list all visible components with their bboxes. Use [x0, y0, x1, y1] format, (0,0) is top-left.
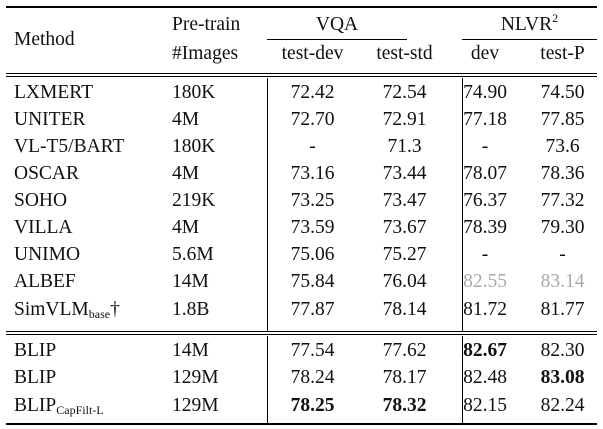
row-test-std: 78.14 — [382, 299, 427, 320]
header-nlvr: NLVR2 — [500, 11, 559, 35]
header-test-std: test-std — [376, 43, 433, 64]
row-images: 219K — [172, 190, 216, 211]
row-test-p: 83.08 — [540, 367, 585, 388]
row-test-dev: 77.87 — [290, 299, 335, 320]
row-images: 129M — [172, 395, 219, 416]
row-test-dev: 75.84 — [290, 271, 335, 292]
row-test-p: 82.24 — [540, 395, 585, 416]
row-test-std: 72.54 — [382, 82, 427, 103]
row-method: SOHO — [14, 190, 68, 211]
row-method: BLIP — [14, 340, 57, 361]
header-rule-2 — [6, 76, 597, 77]
row-test-std: 78.17 — [382, 367, 427, 388]
group-rule — [6, 331, 597, 332]
row-method: UNIMO — [14, 244, 81, 265]
row-method: ALBEF — [14, 271, 76, 292]
row-images: 4M — [172, 217, 200, 238]
row-test-std: 78.32 — [382, 395, 427, 416]
group-rule-2 — [6, 334, 597, 335]
vrule-left-lower — [267, 336, 268, 423]
row-images: 180K — [172, 82, 216, 103]
row-test-dev: - — [309, 136, 316, 157]
row-dev: 82.15 — [463, 395, 507, 416]
row-test-p: - — [559, 244, 566, 265]
row-test-dev: 78.24 — [290, 367, 335, 388]
row-test-p: 78.36 — [540, 163, 585, 184]
header-rule — [6, 73, 597, 74]
row-method: VL-T5/BART — [14, 136, 125, 157]
header-vqa: VQA — [315, 14, 359, 35]
row-images: 180K — [172, 136, 216, 157]
row-test-std: 73.44 — [382, 163, 427, 184]
row-dev: 81.72 — [463, 299, 507, 320]
row-images: 5.6M — [172, 244, 214, 265]
row-dev: 82.55 — [463, 271, 507, 292]
row-dev: 77.18 — [463, 109, 507, 130]
row-images: 4M — [172, 109, 200, 130]
vqa-underline — [267, 39, 407, 40]
row-method: BLIP — [14, 367, 57, 388]
row-method: BLIPCapFilt-L — [14, 395, 104, 417]
row-test-std: 77.62 — [382, 340, 427, 361]
row-method: LXMERT — [14, 82, 93, 103]
header-test-dev: test-dev — [281, 43, 344, 64]
row-test-p: 79.30 — [540, 217, 585, 238]
row-test-dev: 73.16 — [290, 163, 335, 184]
row-test-std: 72.91 — [382, 109, 427, 130]
row-test-dev: 72.70 — [290, 109, 335, 130]
row-method: OSCAR — [14, 163, 80, 184]
row-test-dev: 73.59 — [290, 217, 335, 238]
row-test-std: 76.04 — [382, 271, 427, 292]
row-test-p: 77.85 — [540, 109, 585, 130]
row-test-std: 73.47 — [382, 190, 427, 211]
nlvr-underline — [462, 39, 597, 40]
row-test-dev: 75.06 — [290, 244, 335, 265]
row-test-dev: 77.54 — [290, 340, 335, 361]
row-method: VILLA — [14, 217, 73, 238]
row-dev: - — [481, 244, 489, 265]
bottom-rule — [6, 423, 597, 425]
row-dev: 76.37 — [463, 190, 507, 211]
row-test-dev: 72.42 — [290, 82, 335, 103]
header-dev: dev — [470, 43, 500, 64]
row-test-std: 73.67 — [382, 217, 427, 238]
row-dev: 82.48 — [463, 367, 507, 388]
row-images: 14M — [172, 340, 209, 361]
header-images: #Images — [172, 43, 239, 64]
vrule-right — [462, 78, 463, 331]
row-dev: 82.67 — [463, 340, 507, 361]
row-method: SimVLMbase† — [14, 299, 120, 321]
header-pretrain: Pre-train — [172, 14, 241, 35]
row-test-std: 75.27 — [382, 244, 427, 265]
row-test-p: 77.32 — [540, 190, 585, 211]
row-images: 129M — [172, 367, 219, 388]
row-dev: 74.90 — [463, 82, 507, 103]
row-dev: - — [481, 136, 489, 157]
top-rule — [6, 6, 597, 8]
row-test-dev: 78.25 — [290, 395, 335, 416]
row-test-p: 73.6 — [545, 136, 580, 157]
row-method: UNITER — [14, 109, 86, 130]
header-test-p: test-P — [540, 43, 585, 64]
row-test-p: 82.30 — [540, 340, 585, 361]
row-test-std: 71.3 — [387, 136, 422, 157]
vrule-left — [267, 78, 268, 331]
row-test-p: 74.50 — [540, 82, 585, 103]
vrule-right-lower — [462, 336, 463, 423]
row-test-dev: 73.25 — [290, 190, 335, 211]
row-images: 4M — [172, 163, 200, 184]
row-images: 14M — [172, 271, 209, 292]
row-dev: 78.39 — [463, 217, 507, 238]
row-test-p: 81.77 — [540, 299, 585, 320]
row-images: 1.8B — [172, 299, 210, 320]
header-method: Method — [14, 29, 75, 50]
row-test-p: 83.14 — [540, 271, 585, 292]
row-dev: 78.07 — [463, 163, 507, 184]
